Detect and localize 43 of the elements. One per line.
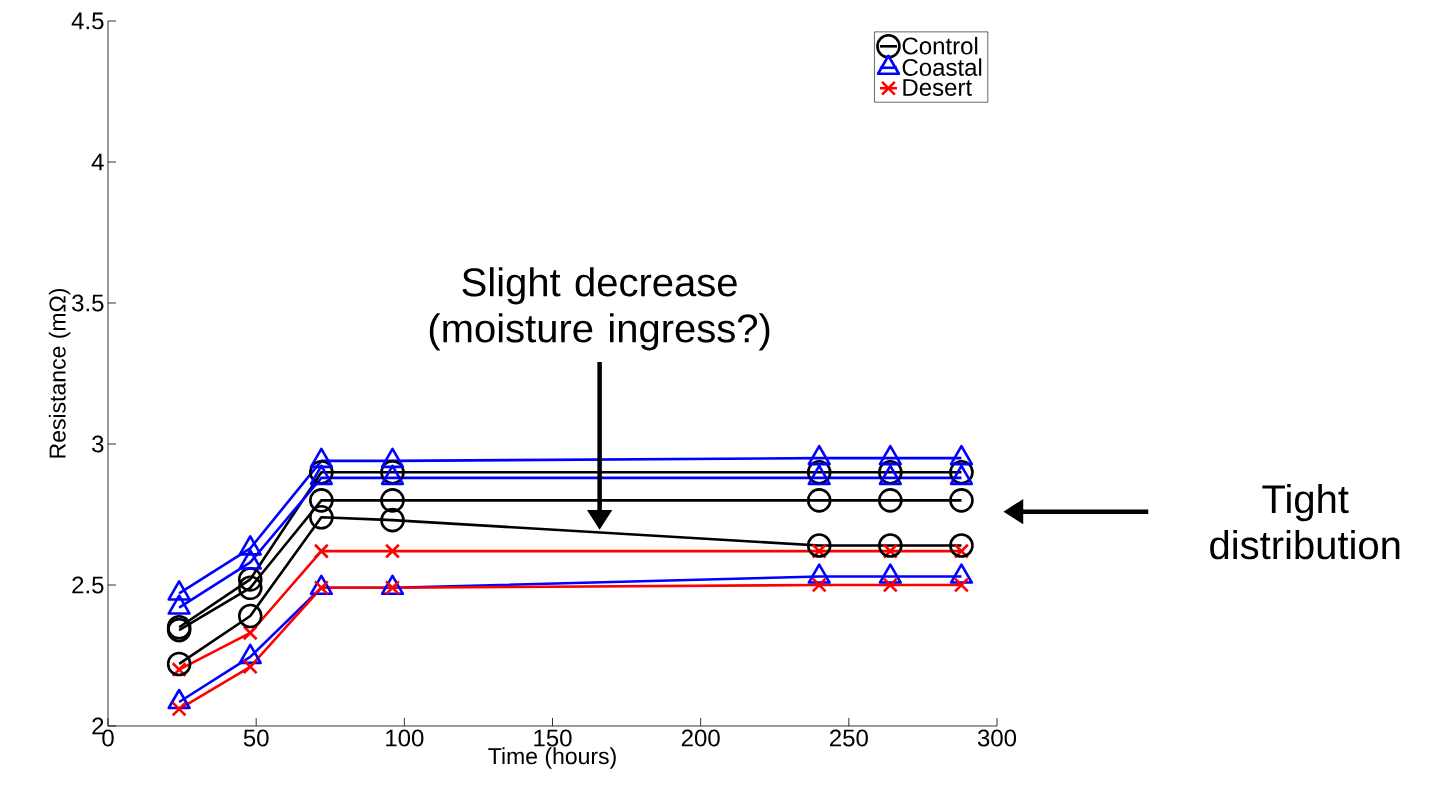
point [242,659,258,675]
point [806,533,832,558]
point [949,488,974,513]
y-tick-label: 3 [92,435,104,453]
text: Tight distribution [1210,483,1400,560]
point [313,580,330,596]
point [380,507,405,533]
point [384,580,401,596]
point [811,577,827,593]
legend-label: Desert [903,79,972,96]
point [237,603,263,629]
x-tick-label: 0 [102,729,114,747]
x-axis-title: Time (hours) [488,747,616,769]
x-tick-label: 50 [243,729,269,747]
y-tick-label: 4 [91,153,104,171]
x-tick-label: 300 [977,729,1017,747]
y-tick-label: 2 [92,717,104,735]
y-tick-label: 2.5 [72,576,104,594]
x-tick-label: 200 [681,729,720,747]
point [309,505,334,530]
point [380,488,405,513]
point [309,488,334,513]
point [313,543,330,559]
point [384,543,401,559]
point [166,651,192,677]
point [237,575,263,601]
legend-label: Coastal [902,58,982,76]
x-tick-label: 150 [534,729,572,747]
point [882,577,898,593]
point [806,488,832,513]
point [237,567,263,592]
point [949,533,974,558]
point [171,701,187,717]
point [953,577,970,593]
legend-label: Control [902,36,978,55]
y-tick-label: 3.5 [72,294,104,312]
y-tick-label: 4.5 [71,12,104,30]
point [878,533,903,558]
x-tick-label: 100 [386,729,424,747]
point [878,488,903,513]
x-tick-label: 250 [830,729,868,747]
y-axis-title: Resistance (mΩ) [48,289,71,458]
annotation: Slight decrease (moisture ingress?) [429,267,770,351]
